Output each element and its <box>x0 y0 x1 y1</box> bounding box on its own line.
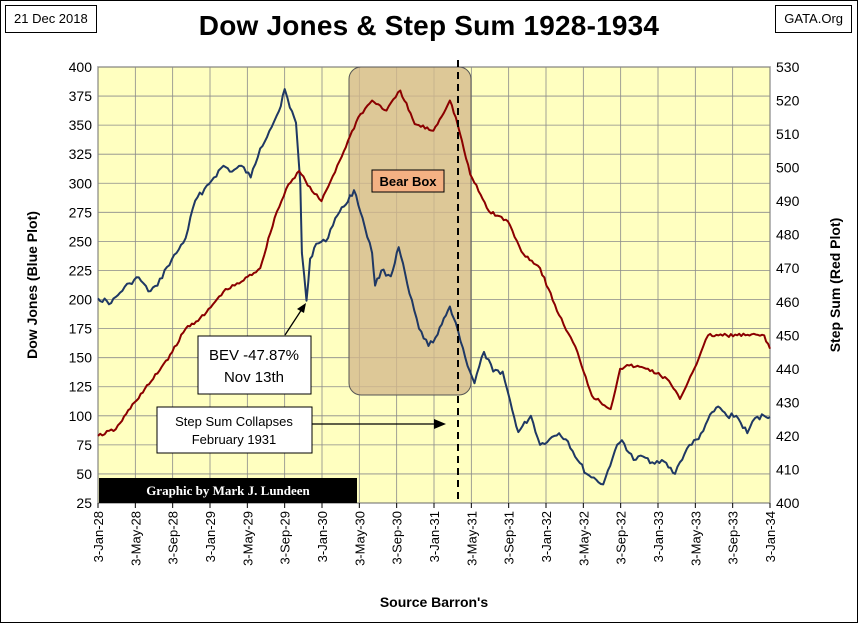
dow-jones-series-line <box>97 88 771 486</box>
y-right-tick-label: 450 <box>776 327 800 343</box>
x-tick-label: 3-May-30 <box>352 511 367 566</box>
y-right-tick-label: 510 <box>776 126 800 142</box>
x-tick-label: 3-Sep-30 <box>390 511 405 564</box>
chart-title: Dow Jones & Step Sum 1928-1934 <box>198 10 660 41</box>
y-right-tick-label: 480 <box>776 227 800 243</box>
bev-arrowhead <box>297 303 306 313</box>
left-axis: 25 50 75 100 125 150 175 200 225 250 275 300 325 350 3… <box>69 59 93 511</box>
source-tag: GATA.Org <box>775 5 852 33</box>
x-tick-label: 3-Jan-32 <box>539 511 554 562</box>
x-tick-label: 3-Jan-33 <box>651 511 666 562</box>
y-right-tick-label: 500 <box>776 160 800 176</box>
x-tick-label: 3-May-33 <box>688 511 703 566</box>
y-right-tick-label: 530 <box>776 59 800 75</box>
x-tick-label: 3-Sep-31 <box>502 511 517 564</box>
x-axis: 3-Jan-28 3-May-28 3-Sep-28 3-Jan-29 3-May-29… <box>91 503 778 566</box>
bev-line-2: Nov 13th <box>224 369 284 386</box>
x-tick-label: 3-Jan-34 <box>763 511 778 562</box>
y-left-tick-label: 50 <box>76 466 92 482</box>
y-axis-right-label: Step Sum (Red Plot) <box>827 218 843 353</box>
date-tag: 21 Dec 2018 <box>5 5 97 33</box>
y-right-tick-label: 440 <box>776 361 800 377</box>
y-right-tick-label: 420 <box>776 428 800 444</box>
x-tick-label: 3-May-32 <box>576 511 591 566</box>
y-right-tick-label: 400 <box>776 495 800 511</box>
step-sum-series-line <box>97 89 771 437</box>
step-sum-line-2: February 1931 <box>192 432 277 447</box>
y-left-tick-label: 225 <box>69 262 93 278</box>
y-left-tick-label: 100 <box>69 408 93 424</box>
x-tick-label: 3-Jan-29 <box>203 511 218 562</box>
x-tick-label: 3-May-29 <box>240 511 255 566</box>
x-tick-label: 3-Jan-28 <box>91 511 106 562</box>
y-left-tick-label: 200 <box>69 292 93 308</box>
series-layer <box>97 88 771 486</box>
credit-text: Graphic by Mark J. Lundeen <box>146 483 310 498</box>
bear-box-region <box>348 66 472 396</box>
y-left-tick-label: 75 <box>76 437 92 453</box>
step-sum-box <box>156 406 313 454</box>
x-tick-label: 3-May-28 <box>128 511 143 566</box>
credit-banner <box>99 478 357 503</box>
x-tick-label: 3-Jan-30 <box>315 511 330 562</box>
y-right-tick-label: 520 <box>776 93 800 109</box>
bear-box-label-box <box>371 169 445 193</box>
y-right-tick-label: 490 <box>776 193 800 209</box>
step-sum-line-1: Step Sum Collapses <box>175 414 293 429</box>
step-sum-arrowhead <box>434 419 446 429</box>
y-left-tick-label: 275 <box>69 204 93 220</box>
y-left-tick-label: 325 <box>69 146 93 162</box>
y-right-tick-label: 460 <box>776 294 800 310</box>
y-left-tick-label: 400 <box>69 59 93 75</box>
y-right-tick-label: 410 <box>776 461 800 477</box>
y-left-tick-label: 25 <box>76 495 92 511</box>
y-left-tick-label: 125 <box>69 379 93 395</box>
x-tick-label: 3-Sep-33 <box>726 511 741 564</box>
y-left-tick-label: 350 <box>69 117 93 133</box>
y-left-tick-label: 375 <box>69 88 93 104</box>
right-axis: 400 410 420 430 440 450 460 470 480 490 500 510 520 5… <box>776 59 800 511</box>
y-right-tick-label: 430 <box>776 394 800 410</box>
y-left-tick-label: 175 <box>69 321 93 337</box>
y-left-tick-label: 150 <box>69 350 93 366</box>
x-tick-label: 3-Sep-28 <box>166 511 181 564</box>
x-tick-label: 3-Jan-31 <box>427 511 442 562</box>
x-axis-label: Source Barron's <box>380 594 489 610</box>
y-right-tick-label: 470 <box>776 260 800 276</box>
bev-box <box>197 335 312 395</box>
x-tick-label: 3-Sep-32 <box>614 511 629 564</box>
x-tick-label: 3-May-31 <box>464 511 479 566</box>
y-left-tick-label: 250 <box>69 233 93 249</box>
y-left-tick-label: 300 <box>69 175 93 191</box>
bev-line-1: BEV -47.87% <box>209 347 299 364</box>
x-tick-label: 3-Sep-29 <box>278 511 293 564</box>
y-axis-left-label: Dow Jones (Blue Plot) <box>24 211 40 359</box>
bear-box-label: Bear Box <box>379 174 437 189</box>
